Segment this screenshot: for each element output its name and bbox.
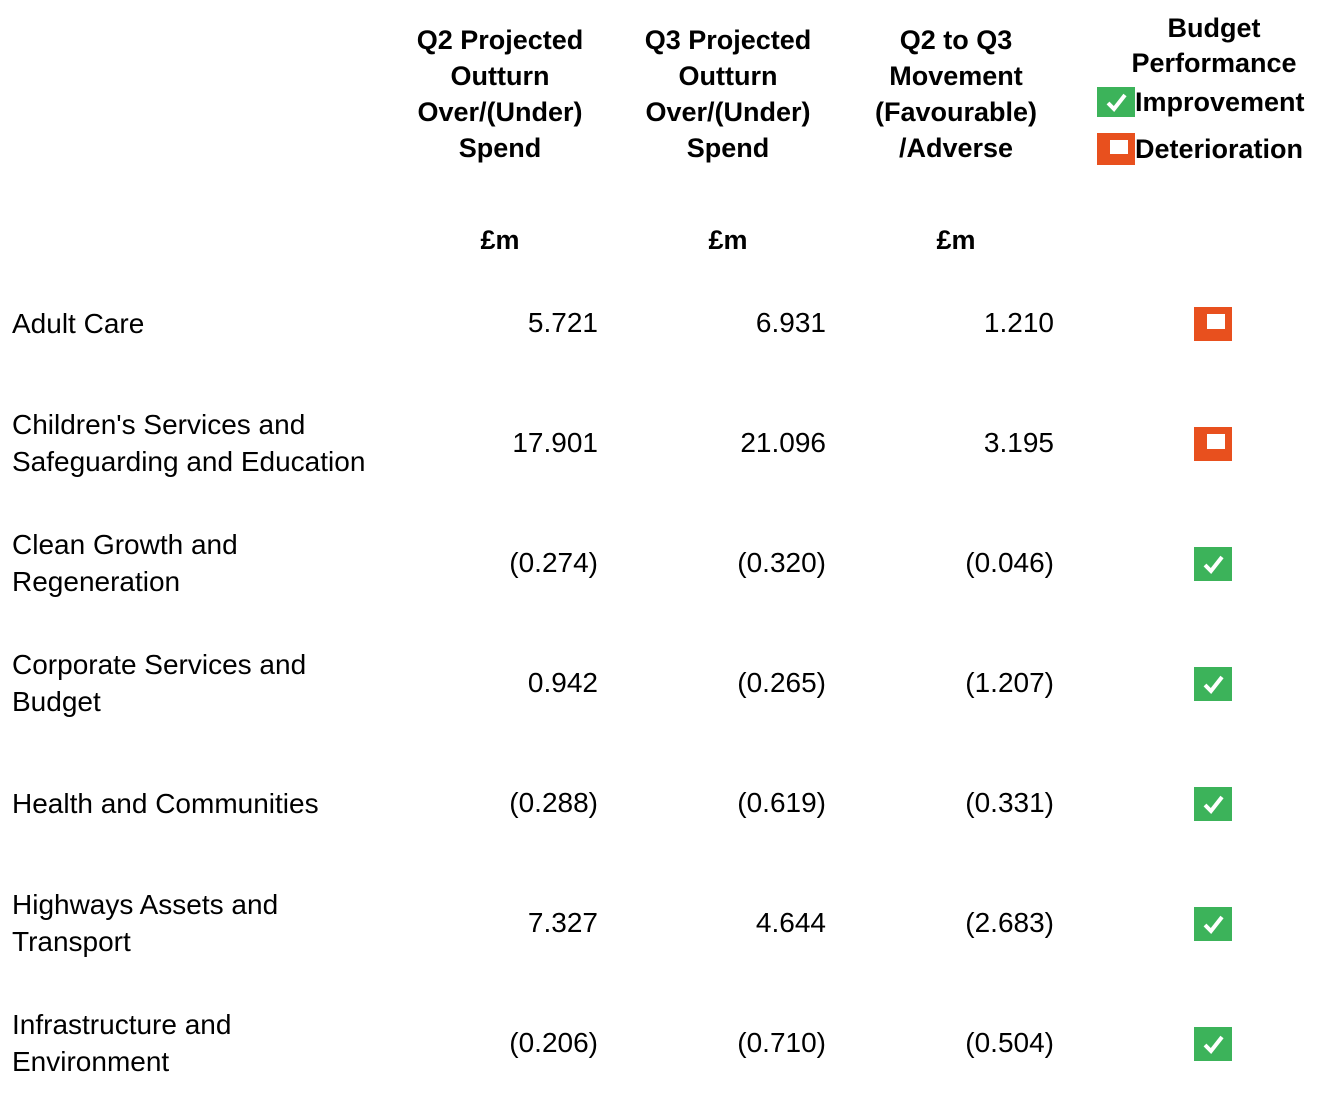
row-name: Clean Growth and Regeneration bbox=[12, 529, 238, 597]
cell-value: 21.096 bbox=[740, 427, 826, 458]
cell-value: (0.320) bbox=[737, 547, 826, 578]
column-header: Q3 Projected Outturn Over/(Under) Spend bbox=[644, 25, 812, 163]
row-name: Adult Care bbox=[12, 307, 145, 339]
unit-label: £m bbox=[936, 225, 976, 255]
legend-item: Improvement bbox=[1097, 84, 1305, 120]
cell-value: 4.644 bbox=[755, 907, 826, 938]
column-header: Q2 Projected Outturn Over/(Under) Spend bbox=[416, 25, 584, 163]
cell-value: (0.504) bbox=[965, 1027, 1054, 1058]
table-row: Clean Growth and Regeneration (0.274) (0.3… bbox=[0, 503, 1344, 623]
performance-icon bbox=[1194, 667, 1232, 706]
legend-label: Deterioration bbox=[1135, 134, 1304, 164]
row-name: Health and Communities bbox=[12, 787, 319, 819]
cell-value: (0.619) bbox=[737, 787, 826, 818]
cell-value: (0.710) bbox=[737, 1027, 826, 1058]
row-name: Highways Assets and Transport bbox=[12, 889, 279, 957]
table-row: Children's Services and Safeguarding and… bbox=[0, 383, 1344, 503]
legend-item: Deterioration bbox=[1097, 131, 1303, 167]
unit-label: £m bbox=[480, 225, 520, 255]
table-row: Highways Assets and Transport 7.327 4.644 (… bbox=[0, 863, 1344, 983]
column-header: Q2 to Q3 Movement (Favourable) /Adverse bbox=[874, 25, 1038, 163]
table-row: Infrastructure and Environment (0.206) (0.… bbox=[0, 983, 1344, 1103]
performance-icon bbox=[1194, 1027, 1232, 1066]
page: Q2 Projected Outturn Over/(Under) Spend … bbox=[0, 13, 1344, 1077]
check-icon bbox=[1097, 87, 1135, 117]
table-row: Health and Communities (0.288) (0.619) (0.3… bbox=[0, 743, 1344, 863]
cell-value: 17.901 bbox=[512, 427, 598, 458]
cell-value: 5.721 bbox=[527, 307, 598, 338]
cell-value: (0.331) bbox=[965, 787, 1054, 818]
cell-value: (0.265) bbox=[737, 667, 826, 698]
row-name: Infrastructure and Environment bbox=[12, 1009, 232, 1077]
cell-value: (0.046) bbox=[965, 547, 1054, 578]
cell-value: (0.274) bbox=[509, 547, 598, 578]
cell-value: (1.207) bbox=[965, 667, 1054, 698]
cell-value: 3.195 bbox=[983, 427, 1054, 458]
column-header: Budget Performance bbox=[1131, 13, 1297, 78]
flag-icon bbox=[1097, 133, 1135, 165]
performance-icon bbox=[1194, 547, 1232, 586]
row-name: Children's Services and Safeguarding and… bbox=[12, 409, 366, 477]
performance-icon bbox=[1194, 307, 1232, 346]
performance-icon bbox=[1194, 787, 1232, 826]
table-row: Adult Care 5.721 6.931 1.210 bbox=[0, 263, 1344, 383]
cell-value: (0.206) bbox=[509, 1027, 598, 1058]
cell-value: 6.931 bbox=[755, 307, 826, 338]
cell-value: 0.942 bbox=[527, 667, 598, 698]
cell-value: (0.288) bbox=[509, 787, 598, 818]
performance-icon bbox=[1194, 427, 1232, 466]
cell-value: (2.683) bbox=[965, 907, 1054, 938]
table-row: Corporate Services and Budget 0.942 (0.265… bbox=[0, 623, 1344, 743]
performance-icon bbox=[1194, 907, 1232, 946]
legend-label: Improvement bbox=[1135, 87, 1305, 117]
cell-value: 7.327 bbox=[527, 907, 598, 938]
cell-value: 1.210 bbox=[983, 307, 1054, 338]
unit-label: £m bbox=[708, 225, 748, 255]
row-name: Corporate Services and Budget bbox=[12, 649, 307, 717]
